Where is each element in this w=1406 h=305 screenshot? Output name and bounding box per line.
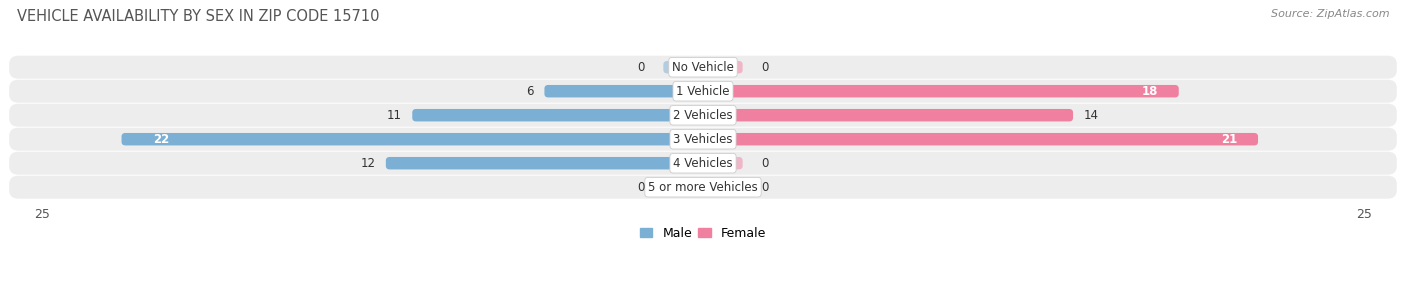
FancyBboxPatch shape (10, 176, 1396, 199)
FancyBboxPatch shape (703, 157, 742, 170)
Text: 21: 21 (1220, 133, 1237, 146)
Text: 5 or more Vehicles: 5 or more Vehicles (648, 181, 758, 194)
FancyBboxPatch shape (10, 56, 1396, 79)
Text: 0: 0 (761, 181, 769, 194)
Text: 12: 12 (360, 157, 375, 170)
FancyBboxPatch shape (385, 157, 703, 170)
Text: 11: 11 (387, 109, 402, 122)
Text: 1 Vehicle: 1 Vehicle (676, 85, 730, 98)
FancyBboxPatch shape (664, 181, 703, 193)
FancyBboxPatch shape (10, 152, 1396, 175)
FancyBboxPatch shape (703, 61, 742, 74)
Text: 0: 0 (637, 181, 645, 194)
Text: 0: 0 (637, 61, 645, 74)
Text: 2 Vehicles: 2 Vehicles (673, 109, 733, 122)
FancyBboxPatch shape (10, 128, 1396, 151)
FancyBboxPatch shape (703, 85, 1178, 97)
Text: 0: 0 (761, 61, 769, 74)
Text: 18: 18 (1142, 85, 1157, 98)
Text: 0: 0 (761, 157, 769, 170)
Text: 22: 22 (153, 133, 170, 146)
Text: No Vehicle: No Vehicle (672, 61, 734, 74)
FancyBboxPatch shape (703, 181, 742, 193)
Text: VEHICLE AVAILABILITY BY SEX IN ZIP CODE 15710: VEHICLE AVAILABILITY BY SEX IN ZIP CODE … (17, 9, 380, 24)
Text: Source: ZipAtlas.com: Source: ZipAtlas.com (1271, 9, 1389, 19)
Text: 6: 6 (526, 85, 534, 98)
Text: 4 Vehicles: 4 Vehicles (673, 157, 733, 170)
FancyBboxPatch shape (544, 85, 703, 97)
FancyBboxPatch shape (412, 109, 703, 121)
Text: 14: 14 (1084, 109, 1098, 122)
FancyBboxPatch shape (703, 133, 1258, 145)
FancyBboxPatch shape (121, 133, 703, 145)
FancyBboxPatch shape (703, 109, 1073, 121)
FancyBboxPatch shape (10, 104, 1396, 127)
Text: 3 Vehicles: 3 Vehicles (673, 133, 733, 146)
FancyBboxPatch shape (664, 61, 703, 74)
Legend: Male, Female: Male, Female (636, 222, 770, 245)
FancyBboxPatch shape (10, 80, 1396, 103)
